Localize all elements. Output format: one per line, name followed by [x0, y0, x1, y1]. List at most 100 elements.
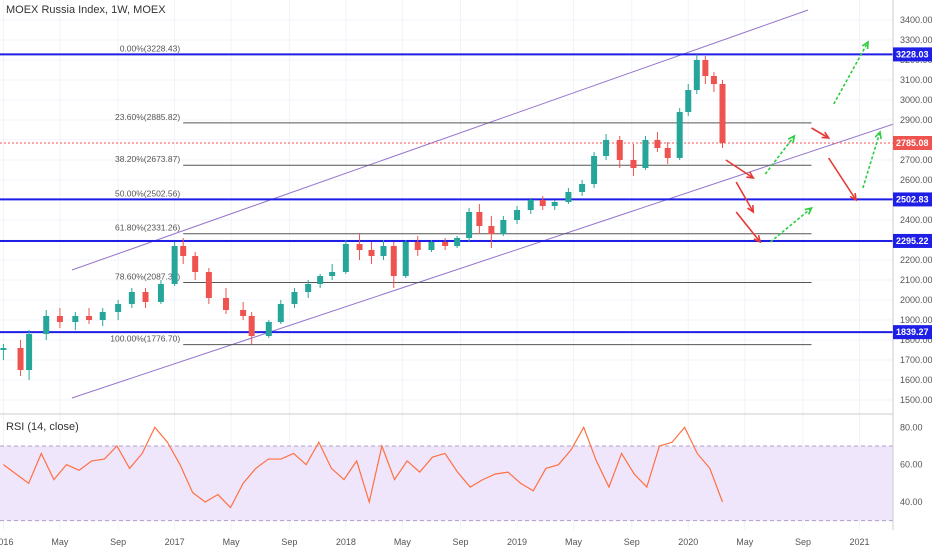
up-arrow-head — [874, 130, 882, 140]
candle-body — [368, 250, 375, 256]
rsi-tick-label: 80.00 — [900, 422, 923, 432]
x-tick-label: 2019 — [507, 537, 527, 547]
candle-body — [565, 192, 572, 202]
up-arrow-shaft — [833, 41, 869, 105]
y-axis: 1500.00 1600.00 1700.00 1800.00 1900.00 2000.… — [893, 15, 932, 507]
channel-lower-line — [71, 123, 894, 399]
candle-body — [664, 148, 671, 158]
down-arrow-head — [821, 131, 831, 139]
down-arrow-shaft — [725, 159, 754, 179]
candle-body — [26, 334, 33, 370]
candle-body — [676, 112, 683, 158]
current-price-label: 2785.08 — [896, 138, 929, 148]
down-arrow — [725, 159, 755, 180]
candle-body — [719, 84, 726, 143]
level-price-box: 2295.22 — [893, 233, 932, 248]
up-arrow — [764, 134, 796, 175]
candle-body — [390, 246, 397, 276]
candle-body — [654, 140, 661, 148]
fib-level-label: 78.60%(2087.37) — [115, 272, 180, 282]
candle-body — [488, 226, 495, 234]
rsi-band — [0, 446, 893, 521]
up-arrow-head — [787, 134, 796, 144]
candle-body — [527, 200, 534, 210]
candle-body — [500, 220, 507, 234]
candle-body — [222, 298, 229, 310]
y-tick-label: 2900.00 — [900, 115, 932, 125]
down-arrow-shaft — [735, 181, 755, 213]
x-tick-label: 2020 — [678, 537, 698, 547]
candle-body — [603, 140, 610, 156]
y-tick-label: 1900.00 — [900, 315, 932, 325]
y-tick-label: 3400.00 — [900, 15, 932, 25]
x-tick-label: May — [223, 537, 241, 547]
channel-upper-line — [71, 9, 809, 271]
down-arrow — [827, 157, 858, 202]
level-price-box: 3228.03 — [893, 47, 932, 62]
candle-body — [442, 242, 449, 246]
rsi-pane — [0, 425, 893, 522]
y-tick-label: 1600.00 — [900, 375, 932, 385]
y-tick-label: 1500.00 — [900, 395, 932, 405]
x-tick-label: Sep — [624, 537, 640, 547]
candle-body — [514, 210, 521, 220]
candle-body — [380, 246, 387, 256]
candle-body — [99, 312, 106, 320]
y-tick-label: 3000.00 — [900, 95, 932, 105]
x-tick-label: May — [394, 537, 412, 547]
up-arrow — [862, 130, 882, 189]
fib-level-label: 0.00%(3228.43) — [120, 43, 181, 53]
chart-title: MOEX Russia Index, 1W, MOEX — [6, 4, 166, 16]
x-axis: 2016 May Sep 2017 May Sep 2018 May Sep 2019 May Sep… — [0, 537, 869, 547]
candle-body — [466, 212, 473, 238]
candle-body — [205, 272, 212, 298]
down-arrow — [811, 127, 831, 139]
up-arrow — [769, 206, 813, 243]
level-price-box: 1839.27 — [893, 325, 932, 340]
down-arrow-head — [746, 171, 755, 180]
candle-body — [115, 304, 122, 312]
candle-body — [86, 316, 93, 320]
level-price-label: 3228.03 — [896, 49, 929, 59]
fib-level-label: 61.80%(2331.26) — [115, 223, 180, 233]
candle-body — [240, 310, 247, 316]
candle-body — [72, 316, 79, 322]
candle-body — [248, 316, 255, 336]
up-arrow — [833, 40, 869, 105]
candle-body — [454, 238, 461, 246]
candle-body — [329, 272, 336, 276]
rsi-line — [3, 425, 724, 509]
candle-body — [356, 244, 363, 250]
level-price-box: 2502.83 — [893, 192, 932, 207]
y-tick-label: 1800.00 — [900, 335, 932, 345]
level-price-box-bg — [893, 47, 932, 62]
level-price-box-bg — [893, 192, 932, 207]
rsi-label: RSI (14, close) — [6, 421, 79, 433]
up-arrow-head — [804, 206, 813, 215]
y-tick-label: 2000.00 — [900, 295, 932, 305]
down-arrow-head — [753, 234, 762, 244]
x-tick-label: May — [565, 537, 583, 547]
candle-body — [171, 246, 178, 284]
y-tick-label: 3100.00 — [900, 75, 932, 85]
y-tick-label: 2200.00 — [900, 255, 932, 265]
fib-level-label: 23.60%(2885.82) — [115, 112, 180, 122]
x-tick-label: Sep — [281, 537, 297, 547]
fib-level-label: 100.00%(1776.70) — [110, 334, 180, 344]
down-arrow-head — [747, 204, 755, 214]
candle-body — [428, 242, 435, 250]
candle-body — [702, 60, 709, 76]
candle-body — [342, 244, 349, 272]
x-tick-label: 2017 — [165, 537, 185, 547]
x-tick-label: May — [51, 537, 69, 547]
x-tick-label: Sep — [453, 537, 469, 547]
candle-body — [710, 76, 717, 84]
down-arrow-shaft — [811, 127, 830, 139]
candle-body — [551, 202, 558, 206]
fib-level-label: 50.00%(2502.56) — [115, 188, 180, 198]
down-arrow — [735, 211, 762, 244]
candle-body — [0, 348, 7, 350]
candle-body — [192, 256, 199, 272]
level-price-label: 1839.27 — [896, 327, 929, 337]
